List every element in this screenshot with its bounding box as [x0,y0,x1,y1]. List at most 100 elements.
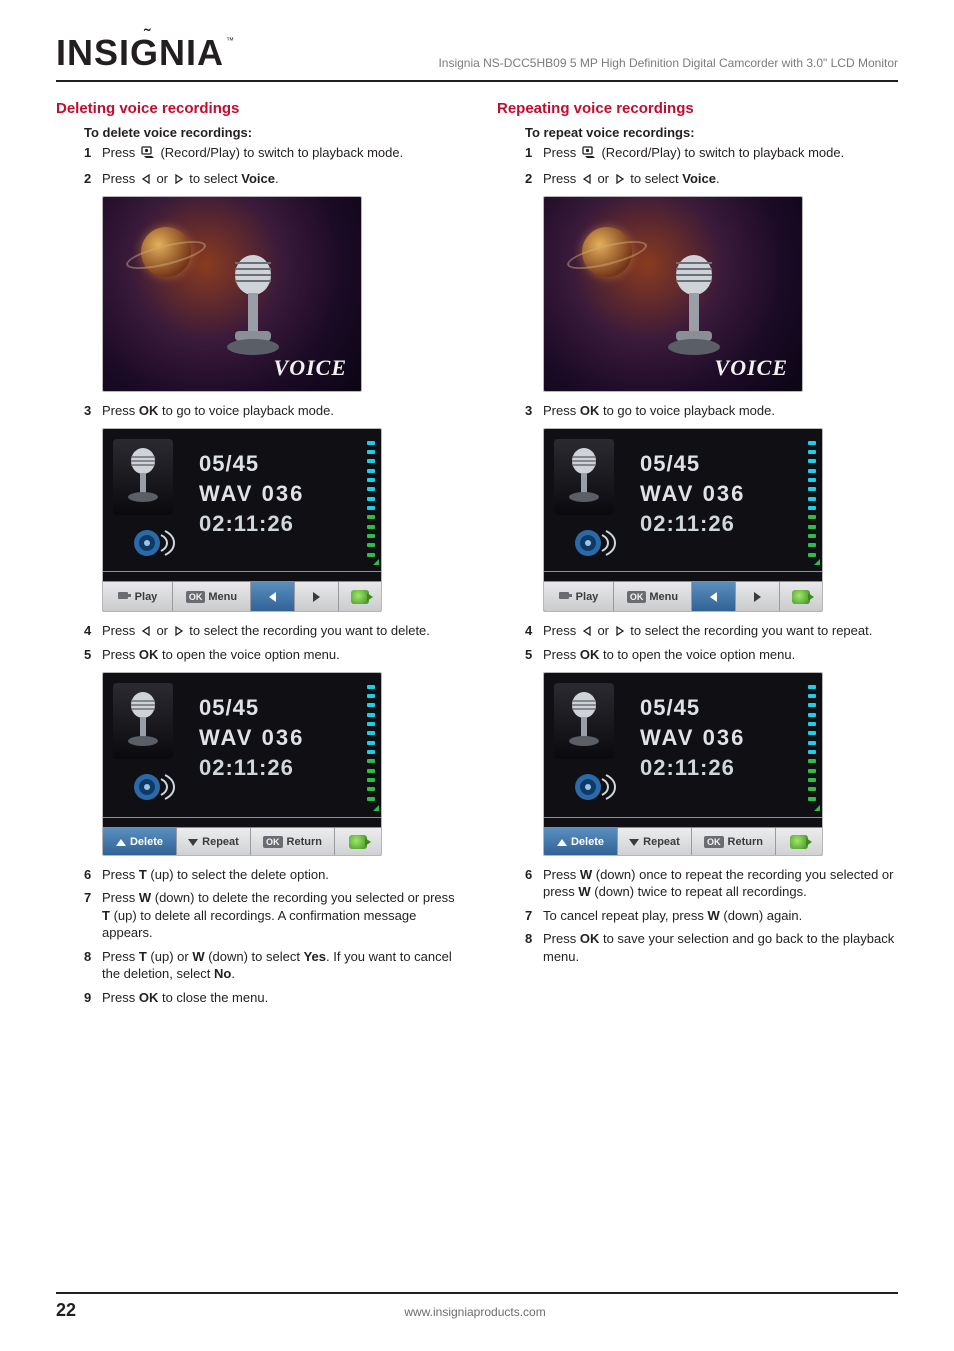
left-tri-icon [582,623,592,641]
bar-exit[interactable] [339,582,381,612]
speaker-icon [574,525,618,566]
right-tri-icon [174,171,184,189]
step: 3 Press OK to go to voice playback mode. [525,402,898,420]
right-column: Repeating voice recordings To repeat voi… [497,100,898,1013]
logo-tm: ™ [226,36,234,45]
corner-tick-icon [373,553,379,565]
speaker-icon [133,525,177,566]
option-card: 05/45 WAV 036 02:11:26 Delete Repeat [102,672,382,856]
record-play-icon [141,145,155,164]
content-columns: Deleting voice recordings To delete voic… [56,100,898,1013]
opt-exit[interactable] [776,828,822,856]
step: 3 Press OK to go to voice playback mode. [84,402,457,420]
step: 8 Press OK to save your selection and go… [525,930,898,965]
counter: 05/45 [640,451,745,477]
filename: WAV 036 [640,481,745,507]
right-tri-icon [615,623,625,641]
footer: 22 www.insigniaproducts.com [56,1292,898,1321]
opt-return[interactable]: OKReturn [692,828,776,856]
step: 8 Press T (up) or W (down) to select Yes… [84,948,457,983]
step: 4 Press or to select the recording you w… [525,622,898,641]
arrow-right-icon [754,592,761,602]
opt-delete[interactable]: Delete [544,828,618,856]
bar-menu[interactable]: OKMenu [173,582,251,612]
tri-up-icon [116,839,126,846]
card-divider [103,571,381,581]
mic-thumbnail [113,683,173,759]
bar-prev[interactable] [692,582,736,612]
left-column: Deleting voice recordings To delete voic… [56,100,457,1013]
ok-tag: OK [263,836,283,848]
step: 5 Press OK to to open the voice option m… [525,646,898,664]
opt-return[interactable]: OKReturn [251,828,335,856]
left-steps-3: 4 Press or to select the recording you w… [84,622,457,664]
playback-card: 05/45 WAV 036 02:11:26 Play OKMenu [543,428,823,612]
right-steps-3: 4 Press or to select the recording you w… [525,622,898,664]
arrow-right-icon [313,592,320,602]
ok-tag: OK [186,591,206,603]
filename: WAV 036 [199,481,304,507]
page-number: 22 [56,1300,76,1321]
bar-prev[interactable] [251,582,295,612]
bar-exit[interactable] [780,582,822,612]
logo-text: INSIGNIA [56,32,224,73]
opt-exit[interactable] [335,828,381,856]
bar-menu[interactable]: OKMenu [614,582,692,612]
logo: ˜ INSIGNIA™ [56,32,232,74]
speaker-icon [574,769,618,810]
left-steps: 1 Press (Record/Play) to switch to playb… [84,144,457,188]
playback-text: 05/45 WAV 036 02:11:26 [640,451,745,537]
exit-icon [351,590,369,604]
step: 6 Press T (up) to select the delete opti… [84,866,457,884]
right-tri-icon [615,171,625,189]
filename: WAV 036 [640,725,745,751]
footer-rule [56,1292,898,1294]
card-icon [559,591,573,604]
voice-label: VOICE [715,355,788,381]
step: 5 Press OK to open the voice option menu… [84,646,457,664]
opt-repeat[interactable]: Repeat [618,828,692,856]
left-tri-icon [582,171,592,189]
voice-label: VOICE [274,355,347,381]
playback-card: 05/45 WAV 036 02:11:26 Play OKMenu [102,428,382,612]
time: 02:11:26 [640,511,745,537]
voice-mode-card: VOICE [102,196,362,392]
card-divider [103,817,381,827]
playback-bar: Play OKMenu [103,581,381,612]
vu-meter [808,441,816,557]
corner-tick-icon [373,799,379,811]
option-bar: Delete Repeat OKReturn [544,827,822,856]
footer-url: www.insigniaproducts.com [404,1305,545,1319]
filename: WAV 036 [199,725,304,751]
bar-next[interactable] [295,582,339,612]
time: 02:11:26 [640,755,745,781]
step: 9 Press OK to close the menu. [84,989,457,1007]
vu-meter [808,685,816,801]
step: 1 Press (Record/Play) to switch to playb… [525,144,898,164]
left-sub-head: To delete voice recordings: [84,125,457,140]
tri-down-icon [629,839,639,846]
logo-accent: ˜ [144,26,151,49]
left-section-title: Deleting voice recordings [56,100,457,117]
option-bar: Delete Repeat OKReturn [103,827,381,856]
card-divider [544,817,822,827]
header: ˜ INSIGNIA™ Insignia NS-DCC5HB09 5 MP Hi… [56,32,898,74]
step: 7 To cancel repeat play, press W (down) … [525,907,898,925]
bar-play[interactable]: Play [103,582,173,612]
step: 2 Press or to select Voice. [525,170,898,189]
right-sub-head: To repeat voice recordings: [525,125,898,140]
header-rule [56,80,898,82]
arrow-left-icon [710,592,717,602]
exit-icon [792,590,810,604]
playback-text: 05/45 WAV 036 02:11:26 [199,695,304,781]
left-steps-4: 6 Press T (up) to select the delete opti… [84,866,457,1007]
step: 4 Press or to select the recording you w… [84,622,457,641]
left-tri-icon [141,623,151,641]
opt-delete[interactable]: Delete [103,828,177,856]
opt-repeat[interactable]: Repeat [177,828,251,856]
bar-next[interactable] [736,582,780,612]
right-steps-4: 6 Press W (down) once to repeat the reco… [525,866,898,966]
bar-play[interactable]: Play [544,582,614,612]
speaker-icon [133,769,177,810]
left-steps-2: 3 Press OK to go to voice playback mode. [84,402,457,420]
